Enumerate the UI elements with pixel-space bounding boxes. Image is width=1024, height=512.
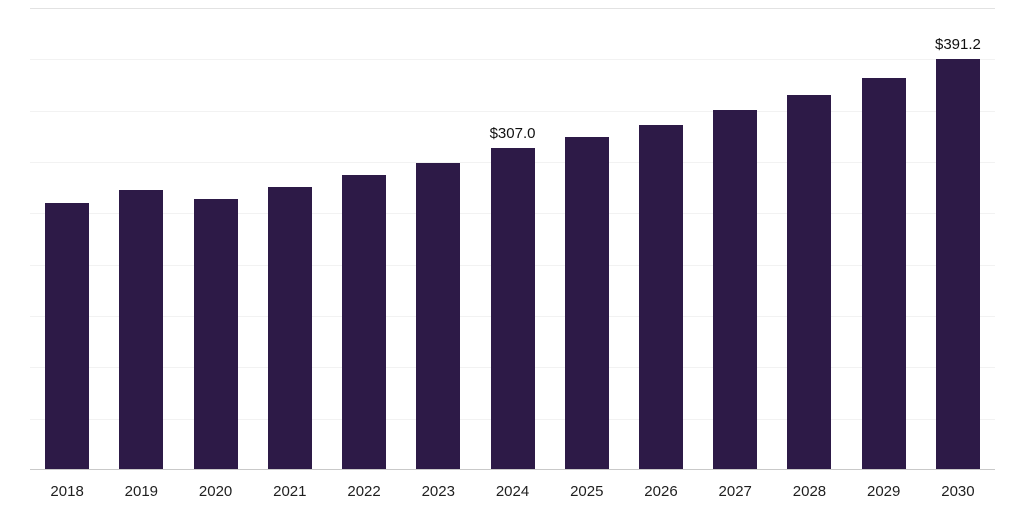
x-tick-label: 2018 [50, 482, 84, 500]
plot-area: $307.0 $391.2 [30, 8, 995, 470]
bar [861, 78, 906, 470]
x-tick-label: 2024 [495, 482, 530, 500]
bar-group [401, 8, 475, 470]
bar [416, 163, 461, 470]
bar [45, 203, 90, 470]
bar-group [624, 8, 698, 470]
x-tick-label: 2026 [644, 482, 678, 500]
bar-group [550, 8, 624, 470]
bar-group [847, 8, 921, 470]
bar-group [253, 8, 327, 470]
x-tick-label: 2021 [273, 482, 307, 500]
x-tick-label: 2027 [718, 482, 752, 500]
x-tick-label: 2019 [124, 482, 159, 500]
bar-value-label: $307.0 [489, 124, 536, 142]
bar [787, 95, 832, 470]
bar-group [772, 8, 846, 470]
bar-value-label: $391.2 [934, 36, 981, 54]
bar [267, 186, 312, 470]
bar-group [30, 8, 104, 470]
bar-group [698, 8, 772, 470]
bar [342, 174, 387, 470]
bar-group [104, 8, 178, 470]
x-axis-labels: 2018 2019 2020 2021 2022 2023 2024 2025 2026 2027… [30, 470, 995, 512]
x-tick-label: 2025 [570, 482, 604, 500]
bar-group: $307.0 [475, 8, 549, 470]
x-tick-label: 2020 [198, 482, 233, 500]
x-axis-line [30, 469, 995, 470]
bars-layer: $307.0 $391.2 [30, 8, 995, 470]
bar [119, 189, 164, 470]
bar [638, 124, 683, 470]
bar [193, 199, 238, 470]
x-tick-label: 2030 [941, 482, 975, 500]
x-tick-label: 2028 [792, 482, 827, 500]
bar [713, 109, 758, 470]
bar [935, 59, 980, 470]
bar-group [327, 8, 401, 470]
x-tick-label: 2029 [867, 482, 901, 500]
bar-group [178, 8, 252, 470]
bar-group: $391.2 [921, 8, 995, 470]
bar [490, 147, 535, 470]
x-tick-label: 2022 [347, 482, 381, 500]
bar [564, 137, 609, 470]
x-tick-label: 2023 [421, 482, 455, 500]
